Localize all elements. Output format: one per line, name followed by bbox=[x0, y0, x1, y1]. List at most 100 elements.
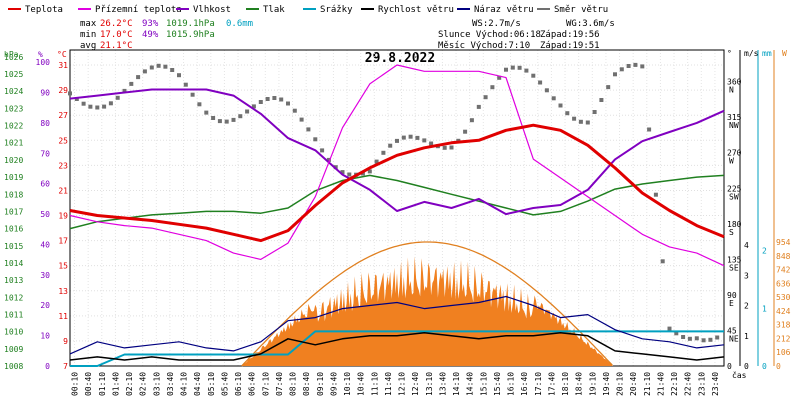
wind-direction-point bbox=[122, 88, 127, 93]
x-tick-label: 04:10 bbox=[180, 372, 189, 396]
legend-label: Náraz větru bbox=[474, 5, 534, 15]
stat-value: Slunce Východ:06:18 bbox=[438, 30, 541, 40]
wind-direction-point bbox=[231, 117, 236, 122]
stat-value: min bbox=[80, 30, 96, 40]
wind-direction-point bbox=[463, 129, 468, 134]
wind-direction-point bbox=[367, 169, 372, 174]
temp-tick-label: 23 bbox=[58, 161, 68, 170]
stat-value: Měsíc Východ:7:10 bbox=[438, 41, 530, 51]
x-tick-label: 08:40 bbox=[302, 372, 311, 396]
solar-tick-label: 106 bbox=[776, 348, 791, 357]
x-tick-label: 20:10 bbox=[616, 372, 625, 396]
x-tick-label: 05:10 bbox=[207, 372, 216, 396]
x-tick-label: 17:40 bbox=[547, 372, 556, 396]
direction-tick-name: E bbox=[729, 299, 734, 308]
wind-direction-point bbox=[245, 109, 250, 114]
wind-direction-point bbox=[395, 138, 399, 143]
wind-direction-point bbox=[606, 85, 611, 90]
x-tick-label: 03:10 bbox=[152, 372, 161, 396]
wind-direction-point bbox=[578, 119, 583, 124]
chart-title: 29.8.2022 bbox=[365, 51, 435, 66]
wind-direction-point bbox=[504, 67, 508, 72]
wind-direction-point bbox=[347, 172, 352, 177]
wind-direction-point bbox=[476, 104, 481, 109]
wind-direction-point bbox=[190, 92, 195, 97]
temperature-line bbox=[69, 123, 725, 243]
stat-value: 1019.1hPa bbox=[166, 19, 215, 29]
x-tick-label: 23:10 bbox=[697, 372, 706, 396]
wind-direction-point bbox=[558, 103, 563, 108]
humidity-tick-label: 20 bbox=[40, 301, 50, 310]
solar-tick-label: 530 bbox=[776, 293, 791, 302]
wind-direction-point bbox=[510, 65, 515, 70]
pressure-tick-label: 1016 bbox=[4, 225, 23, 234]
x-tick-label: 11:10 bbox=[370, 372, 379, 396]
x-tick-label: 22:10 bbox=[670, 372, 679, 396]
wind-direction-point bbox=[381, 150, 386, 155]
humidity-tick-label: 40 bbox=[40, 240, 50, 249]
direction-tick-label: 360 bbox=[727, 78, 742, 87]
wind-direction-point bbox=[286, 101, 290, 106]
wind-direction-point bbox=[129, 81, 134, 86]
pressure-tick-label: 1011 bbox=[4, 310, 23, 319]
x-tick-label: 14:10 bbox=[452, 372, 461, 396]
humidity-axis-unit: % bbox=[38, 50, 43, 59]
pressure-axis-unit: hPa bbox=[4, 50, 19, 59]
wind-direction-point bbox=[483, 95, 488, 100]
stat-value: 26.2°C bbox=[100, 19, 133, 29]
speed-tick-label: 1 bbox=[744, 332, 749, 341]
solar-tick-label: 636 bbox=[776, 279, 791, 288]
wind-direction-point bbox=[136, 75, 141, 80]
x-tick-label: 12:40 bbox=[411, 372, 420, 396]
temp-axis-unit: °C bbox=[57, 50, 67, 59]
humidity-tick-label: 0 bbox=[45, 362, 50, 371]
temp-tick-label: 25 bbox=[58, 136, 68, 145]
legend-label: Přízemní teplota bbox=[95, 5, 182, 15]
wind-direction-point bbox=[517, 65, 522, 70]
direction-tick-label: 270 bbox=[727, 149, 742, 158]
wind-direction-point bbox=[538, 80, 543, 85]
x-tick-label: 11:40 bbox=[384, 372, 393, 396]
direction-tick-name: N bbox=[729, 86, 734, 95]
wind-direction-point bbox=[715, 335, 720, 340]
speed-tick-label: 3 bbox=[744, 271, 749, 280]
legend-label: Směr větru bbox=[554, 5, 608, 15]
legend-label: Tlak bbox=[263, 5, 285, 15]
temp-tick-label: 15 bbox=[58, 262, 68, 271]
legend-label: Teplota bbox=[25, 5, 63, 15]
wind-direction-point bbox=[551, 96, 556, 101]
rain-line bbox=[70, 330, 724, 367]
x-tick-label: 20:40 bbox=[629, 372, 638, 396]
speed-tick-label: 4 bbox=[744, 241, 749, 250]
humidity-tick-label: 50 bbox=[40, 210, 50, 219]
rain-tick-label: 2 bbox=[762, 247, 767, 256]
direction-tick-label: 45 bbox=[727, 326, 737, 335]
wind-direction-point bbox=[197, 102, 202, 107]
x-tick-label: 13:40 bbox=[438, 372, 447, 396]
temp-tick-label: 31 bbox=[58, 61, 68, 70]
rain-tick-label: 0 bbox=[762, 362, 767, 371]
direction-tick-label: 0 bbox=[727, 362, 732, 371]
stat-value: avg bbox=[80, 41, 96, 51]
wind-direction-point bbox=[74, 97, 79, 101]
wind-direction-point bbox=[653, 192, 658, 197]
wind-direction-point bbox=[429, 141, 434, 146]
wind-direction-point bbox=[613, 72, 617, 77]
x-tick-label: 19:10 bbox=[588, 372, 597, 396]
humidity-tick-label: 10 bbox=[40, 332, 50, 341]
wind-direction-point bbox=[633, 62, 638, 67]
stats-panel: max 26.2°C 93% 1019.1hPa 0.6mm min 17.0°C 49% 10… bbox=[80, 19, 615, 51]
wind-direction-point bbox=[320, 148, 325, 153]
temp-tick-label: 21 bbox=[58, 186, 68, 195]
wind-direction-point bbox=[565, 111, 570, 116]
legend-label: Rychlost větru bbox=[378, 5, 454, 15]
x-tick-label: 15:10 bbox=[479, 372, 488, 396]
pressure-tick-label: 1026 bbox=[4, 53, 23, 62]
wind-direction-point bbox=[306, 127, 311, 132]
wind-direction-point bbox=[422, 138, 427, 143]
stat-value: 17.0°C bbox=[100, 30, 133, 40]
legend-label: Vlhkost bbox=[193, 5, 231, 15]
x-tick-label: 18:40 bbox=[575, 372, 584, 396]
wind-direction-point bbox=[694, 336, 699, 341]
